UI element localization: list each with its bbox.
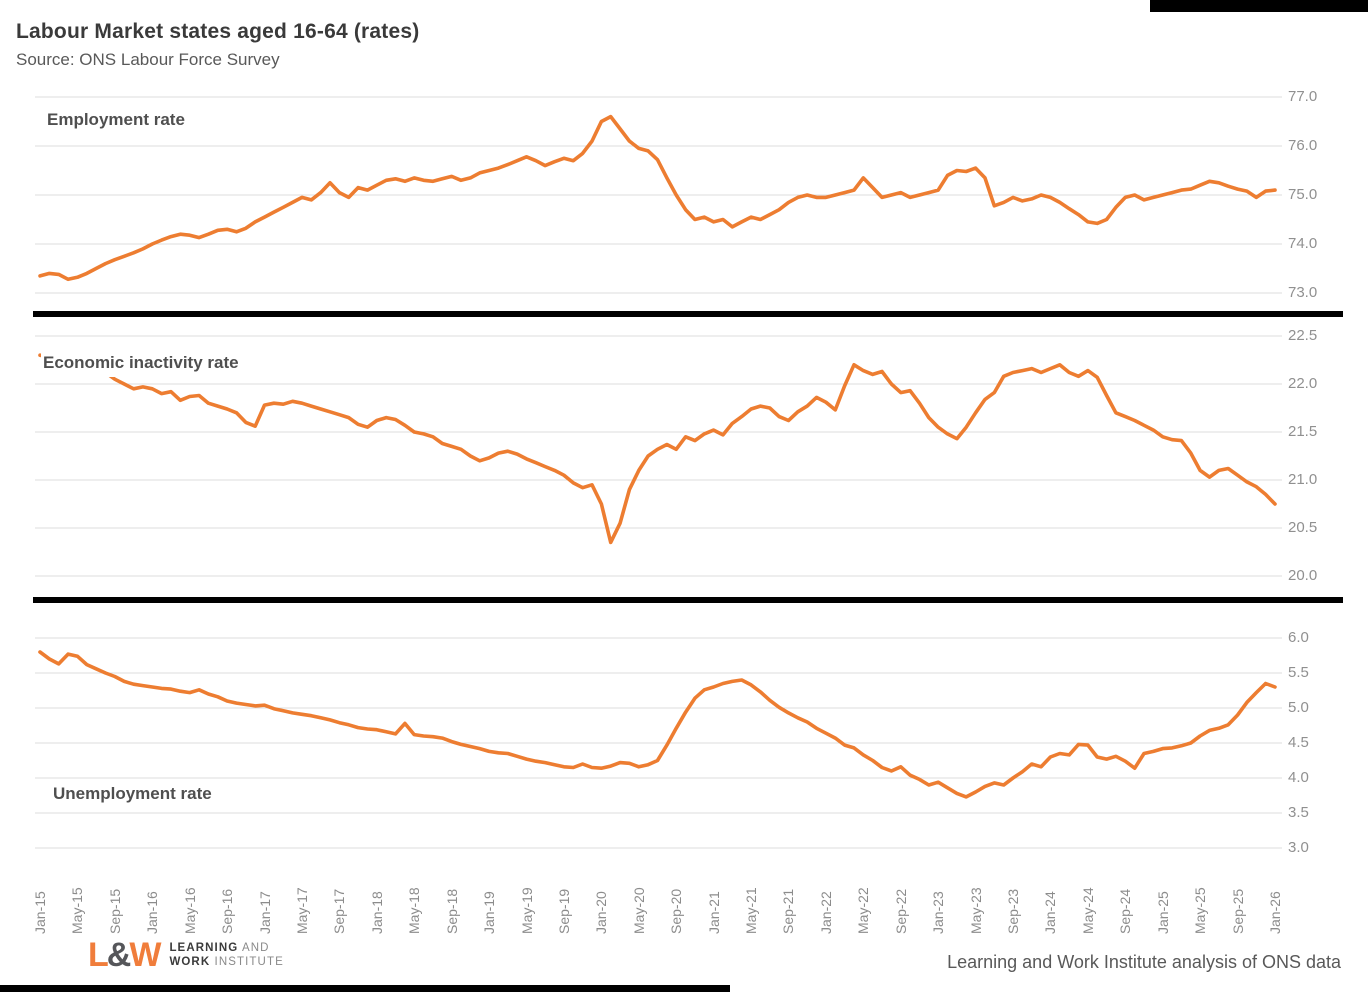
inactivity-ytick-label: 22.5 <box>1288 327 1318 344</box>
x-tick-label: Jan-24 <box>1042 891 1059 934</box>
x-tick-label: Jan-16 <box>144 891 161 934</box>
x-tick-label: Sep-24 <box>1117 888 1134 934</box>
inactivity-ytick-label: 22.0 <box>1288 375 1318 392</box>
x-tick-label: Sep-20 <box>668 888 685 934</box>
logo-word-institute: INSTITUTE <box>210 956 284 968</box>
unemployment-ytick-label: 4.0 <box>1288 769 1309 786</box>
x-tick-label: Jan-15 <box>32 891 48 934</box>
inactivity-ytick-label: 21.0 <box>1288 471 1318 488</box>
x-tick-label: Jan-25 <box>1154 891 1171 934</box>
unemployment-ytick-label: 4.5 <box>1288 734 1309 751</box>
x-tick-label: Jan-26 <box>1266 891 1283 934</box>
x-tick-label: Sep-21 <box>780 888 797 934</box>
x-tick-label: Sep-19 <box>555 888 572 934</box>
employment-rate-line <box>38 114 1277 282</box>
logo-word-and: AND <box>238 942 270 954</box>
logo-word-learning: LEARNING <box>169 942 239 954</box>
x-tick-label: Sep-17 <box>331 888 348 934</box>
x-tick-label: May-17 <box>293 887 310 934</box>
inactivity-ytick-label: 21.5 <box>1288 423 1318 440</box>
x-tick-label: May-22 <box>855 887 872 934</box>
employment-ytick-label: 77.0 <box>1288 88 1318 105</box>
x-tick-label: Sep-18 <box>443 888 460 934</box>
employment-chart-title: Employment rate <box>45 108 193 134</box>
x-tick-label: May-21 <box>743 887 760 934</box>
employment-ytick-label: 76.0 <box>1288 137 1318 154</box>
x-tick-label: Jan-17 <box>256 891 273 934</box>
unemployment-ytick-label: 6.0 <box>1288 629 1309 646</box>
separator-bar-1 <box>33 311 1343 317</box>
x-tick-label: Jan-21 <box>705 891 722 934</box>
x-tick-label: Jan-22 <box>817 891 834 934</box>
top-right-bar <box>1150 0 1368 12</box>
logo-wordmark: LEARNING AND WORK INSTITUTE <box>169 941 283 969</box>
employment-ytick-label: 73.0 <box>1288 284 1318 301</box>
x-tick-label: May-19 <box>518 887 535 934</box>
learning-and-work-logo: L&W LEARNING AND WORK INSTITUTE <box>88 936 284 974</box>
x-tick-label: Sep-25 <box>1229 888 1246 934</box>
employment-ytick-label: 74.0 <box>1288 235 1318 252</box>
logo-ampersand: & <box>106 936 132 974</box>
unemployment-ytick-label: 5.5 <box>1288 664 1309 681</box>
x-tick-label: Jan-20 <box>593 891 610 934</box>
logo-word-work: WORK <box>169 956 211 968</box>
logo-letter-l: L <box>88 936 109 974</box>
x-tick-label: Jan-23 <box>930 891 947 934</box>
x-tick-label: May-23 <box>967 887 984 934</box>
logo-lw-mark: L&W <box>88 936 161 974</box>
unemployment-ytick-label: 5.0 <box>1288 699 1309 716</box>
page-title: Labour Market states aged 16-64 (rates) <box>16 20 420 43</box>
x-tick-label: Sep-16 <box>219 888 236 934</box>
x-tick-label: Jan-19 <box>481 891 498 934</box>
inactivity-ytick-label: 20.0 <box>1288 567 1318 584</box>
x-tick-label: May-20 <box>630 887 647 934</box>
x-tick-label: May-25 <box>1192 887 1209 934</box>
page-subtitle: Source: ONS Labour Force Survey <box>16 50 280 69</box>
inactivity-chart-title: Economic inactivity rate <box>41 351 247 377</box>
bottom-left-bar <box>0 985 730 992</box>
x-tick-label: Sep-23 <box>1005 888 1022 934</box>
unemployment-rate-line <box>38 650 1277 799</box>
x-tick-label: Sep-15 <box>106 888 123 934</box>
inactivity-rate-line <box>38 353 1277 545</box>
unemployment-ytick-label: 3.5 <box>1288 804 1309 821</box>
analysis-credit: Learning and Work Institute analysis of … <box>947 952 1341 972</box>
unemployment-ytick-label: 3.0 <box>1288 839 1309 856</box>
x-tick-label: May-24 <box>1079 887 1096 934</box>
separator-bar-2 <box>33 597 1343 603</box>
x-tick-label: Jan-18 <box>368 891 385 934</box>
x-tick-label: May-16 <box>181 887 198 934</box>
inactivity-ytick-label: 20.5 <box>1288 519 1318 536</box>
employment-ytick-label: 75.0 <box>1288 186 1318 203</box>
logo-letter-w: W <box>129 936 161 974</box>
x-tick-label: Sep-22 <box>892 888 909 934</box>
x-tick-label: May-15 <box>69 887 86 934</box>
x-tick-label: May-18 <box>406 887 423 934</box>
unemployment-chart-title: Unemployment rate <box>51 782 220 808</box>
